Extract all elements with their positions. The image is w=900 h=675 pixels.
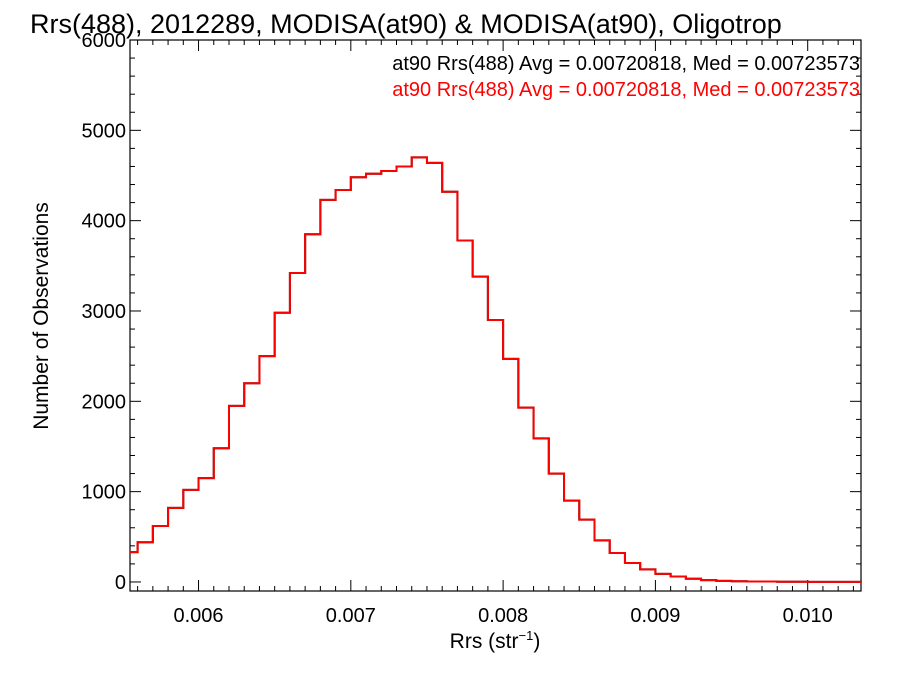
series-line-red xyxy=(130,156,862,583)
x-tick-label: 0.008 xyxy=(478,605,528,627)
y-tick-label: 4000 xyxy=(82,211,127,233)
chart-title: Rrs(488), 2012289, MODISA(at90) & MODISA… xyxy=(30,9,782,39)
y-tick-label: 1000 xyxy=(82,482,127,504)
y-axis-label: Number of Observations xyxy=(30,202,53,430)
y-axis: 0 1000 2000 3000 4000 5000 6000 xyxy=(82,30,861,594)
x-tick-label: 0.007 xyxy=(326,605,376,627)
y-tick-label: 5000 xyxy=(82,120,127,142)
x-tick-label: 0.006 xyxy=(174,605,224,627)
x-axis: 0.006 0.007 0.008 0.009 0.010 xyxy=(137,40,854,627)
y-tick-label: 2000 xyxy=(82,391,127,413)
series-layer xyxy=(130,156,862,583)
x-axis-label: Rrs (str−1) xyxy=(450,628,541,653)
legend-entry-black: at90 Rrs(488) Avg = 0.00720818, Med = 0.… xyxy=(392,53,860,75)
y-tick-label: 6000 xyxy=(82,30,127,52)
legend-entry-red: at90 Rrs(488) Avg = 0.00720818, Med = 0.… xyxy=(392,79,860,101)
y-tick-label: 0 xyxy=(115,572,126,594)
series-line-black xyxy=(130,156,862,583)
y-tick-label: 3000 xyxy=(82,301,127,323)
x-tick-label: 0.009 xyxy=(630,605,680,627)
x-tick-label: 0.010 xyxy=(783,605,833,627)
plot-frame xyxy=(129,39,862,592)
